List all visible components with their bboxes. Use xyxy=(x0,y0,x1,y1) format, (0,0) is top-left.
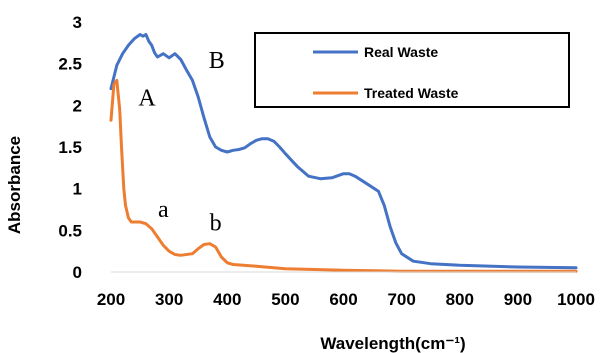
y-tick-label: 3 xyxy=(73,13,82,32)
x-tick-label: 800 xyxy=(446,290,474,309)
annotation-label: A xyxy=(138,85,156,111)
y-tick-label: 2.5 xyxy=(58,55,82,74)
series-line-treated-waste xyxy=(109,78,578,273)
x-tick-label: 900 xyxy=(504,290,532,309)
legend-box xyxy=(254,32,570,108)
annotation-label: B xyxy=(209,48,225,74)
x-tick-label: 1000 xyxy=(557,290,595,309)
y-tick-label: 0 xyxy=(73,263,82,282)
x-tick-label: 400 xyxy=(213,290,241,309)
annotation-label: a xyxy=(158,197,169,223)
y-tick-label: 2 xyxy=(73,96,82,115)
y-tick-label: 1.5 xyxy=(58,138,82,157)
legend: Real Waste Treated Waste xyxy=(254,32,570,108)
legend-label-treated-waste: Treated Waste xyxy=(364,85,459,101)
annotations: A Ba b xyxy=(138,48,225,236)
x-axis: 200 300 400 500 600 700 800 900 1000 xyxy=(97,271,595,309)
y-axis-title: Absorbance xyxy=(5,136,24,234)
y-tick-label: 0.5 xyxy=(58,221,82,240)
x-tick-label: 300 xyxy=(155,290,183,309)
y-tick-label: 1 xyxy=(73,180,82,199)
x-tick-label: 500 xyxy=(271,290,299,309)
x-tick-label: 200 xyxy=(97,290,125,309)
x-tick-label: 600 xyxy=(329,290,357,309)
annotation-label: b xyxy=(210,210,222,236)
plot-lines xyxy=(109,33,578,273)
x-axis-title: Wavelength(cm⁻¹) xyxy=(320,334,465,353)
legend-label-real-waste: Real Waste xyxy=(364,44,438,60)
x-tick-label: 700 xyxy=(387,290,415,309)
series-line-real-waste xyxy=(109,33,578,270)
y-axis: 0 0.5 1 1.5 2 2.5 3 xyxy=(58,13,82,282)
